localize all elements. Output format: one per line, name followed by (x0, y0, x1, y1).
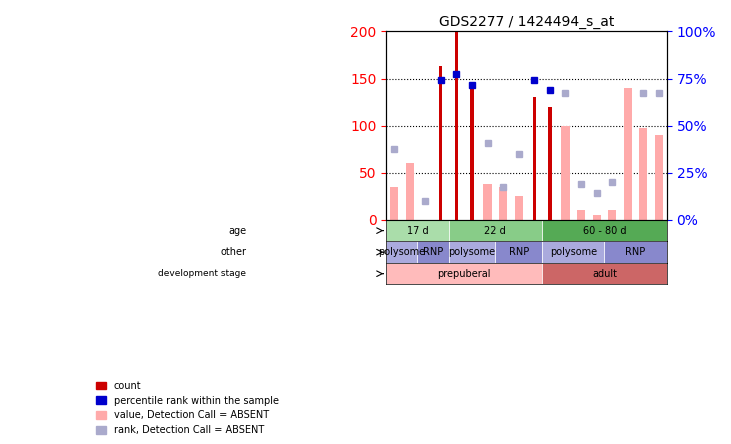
FancyBboxPatch shape (386, 242, 417, 263)
Text: prepuberal: prepuberal (437, 269, 491, 279)
FancyBboxPatch shape (605, 242, 667, 263)
Bar (593, 215, 601, 220)
FancyBboxPatch shape (417, 242, 449, 263)
Text: other: other (220, 247, 246, 257)
FancyBboxPatch shape (386, 220, 449, 242)
Bar (515, 196, 523, 220)
Text: age: age (228, 226, 246, 236)
FancyBboxPatch shape (449, 242, 496, 263)
Text: polysome: polysome (448, 247, 496, 257)
Bar (577, 210, 585, 220)
Title: GDS2277 / 1424494_s_at: GDS2277 / 1424494_s_at (439, 15, 614, 29)
FancyBboxPatch shape (542, 242, 605, 263)
Bar (608, 210, 616, 220)
Text: RNP: RNP (626, 247, 645, 257)
Bar (390, 187, 398, 220)
Bar (561, 126, 569, 220)
Bar (640, 127, 648, 220)
Text: 60 - 80 d: 60 - 80 d (583, 226, 626, 236)
Text: RNP: RNP (423, 247, 443, 257)
Text: development stage: development stage (158, 269, 246, 278)
Text: polysome: polysome (550, 247, 596, 257)
FancyBboxPatch shape (496, 242, 542, 263)
FancyBboxPatch shape (542, 220, 667, 242)
Bar (470, 88, 474, 220)
Text: adult: adult (592, 269, 617, 279)
Bar (406, 163, 414, 220)
Bar (624, 88, 632, 220)
Bar (483, 184, 492, 220)
FancyBboxPatch shape (542, 263, 667, 285)
Bar (548, 107, 551, 220)
FancyBboxPatch shape (449, 220, 542, 242)
Legend: count, percentile rank within the sample, value, Detection Call = ABSENT, rank, : count, percentile rank within the sample… (93, 377, 283, 439)
FancyBboxPatch shape (386, 263, 542, 285)
Bar (439, 66, 442, 220)
Text: RNP: RNP (509, 247, 529, 257)
Bar (499, 187, 507, 220)
Bar (533, 97, 536, 220)
Text: 22 d: 22 d (485, 226, 507, 236)
Bar (655, 135, 663, 220)
Bar (455, 32, 458, 220)
Text: polysome: polysome (378, 247, 425, 257)
Text: 17 d: 17 d (406, 226, 428, 236)
